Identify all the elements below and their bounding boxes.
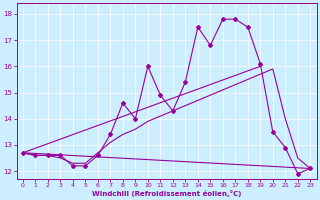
X-axis label: Windchill (Refroidissement éolien,°C): Windchill (Refroidissement éolien,°C) — [92, 190, 241, 197]
